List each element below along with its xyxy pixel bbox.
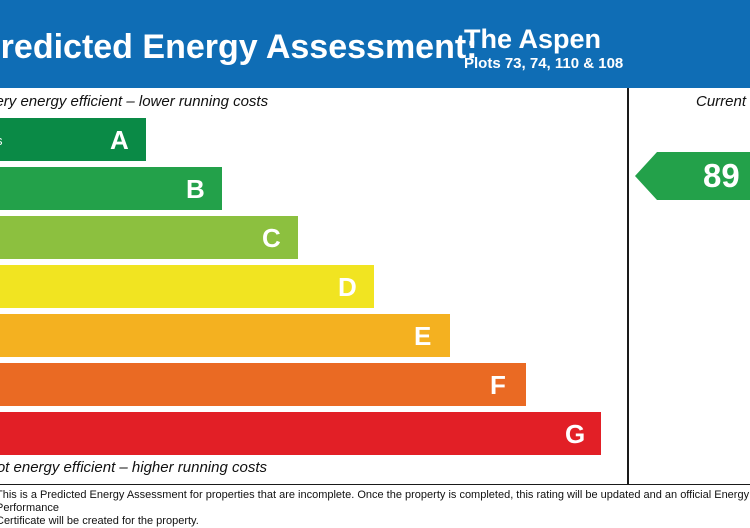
band-letter: G	[565, 419, 586, 449]
band-a: As	[0, 118, 146, 161]
band-f: F	[0, 363, 526, 406]
plot-numbers: Plots 73, 74, 110 & 108	[464, 55, 624, 72]
current-rating-value: 89	[703, 157, 740, 194]
band-letter: F	[490, 370, 506, 400]
footnote-line-2: Certificate will be created for the prop…	[0, 515, 199, 527]
efficient-caption: Very energy efficient – lower running co…	[0, 93, 269, 110]
inefficient-caption: Not energy efficient – higher running co…	[0, 459, 267, 476]
footer-divider	[0, 484, 750, 485]
band-range-label: s	[0, 133, 3, 148]
band-g: G	[0, 412, 601, 455]
band-letter: A	[110, 125, 129, 155]
band-e: E	[0, 314, 450, 357]
band-letter: C	[262, 223, 281, 253]
page-title: Predicted Energy Assessment:	[0, 28, 478, 66]
band-letter: E	[414, 321, 432, 351]
band-c: C	[0, 216, 298, 259]
current-rating-arrow	[635, 152, 750, 200]
band-letter: B	[186, 174, 205, 204]
band-d: D	[0, 265, 374, 308]
footnote: This is a Predicted Energy Assessment fo…	[0, 489, 750, 528]
band-b: B	[0, 167, 222, 210]
header-banner: Predicted Energy Assessment: The Aspen P…	[0, 0, 750, 88]
current-column-label: Current	[696, 93, 747, 110]
column-divider	[627, 88, 629, 485]
footnote-line-1: This is a Predicted Energy Assessment fo…	[0, 489, 750, 514]
band-letter: D	[338, 272, 357, 302]
property-name: The Aspen	[464, 24, 602, 54]
